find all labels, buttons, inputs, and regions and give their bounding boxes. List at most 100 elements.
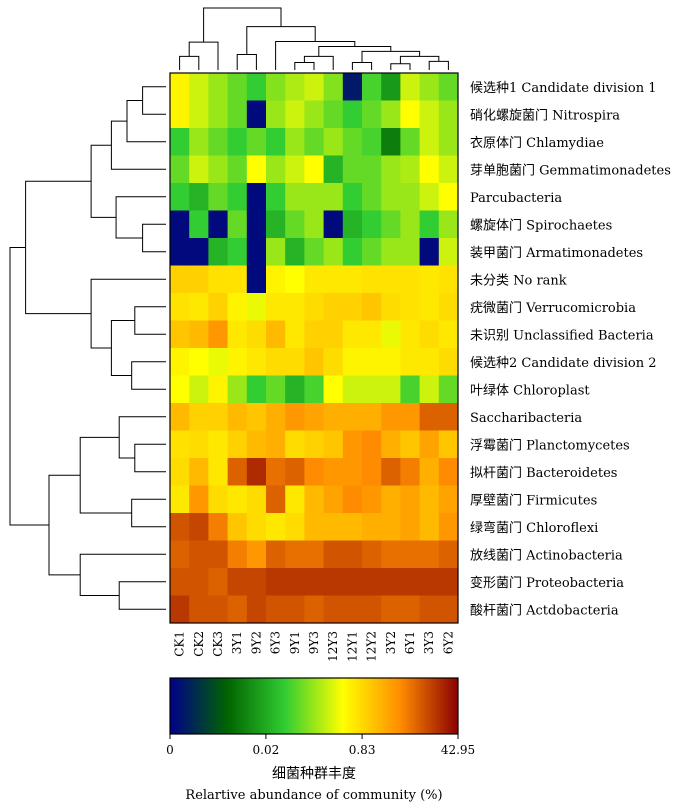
heatmap-cell: [323, 238, 344, 266]
heatmap-cell: [419, 238, 440, 266]
heatmap-cell: [266, 485, 286, 514]
heatmap-cell: [342, 100, 363, 129]
row-label: 变形菌门 Proteobacteria: [470, 575, 624, 591]
heatmap-cell: [304, 73, 324, 101]
dendrogram-branch: [115, 196, 166, 239]
heatmap-cell: [342, 128, 363, 156]
dendrogram-branch: [134, 443, 166, 473]
column-label: 12Y2: [365, 631, 379, 662]
column-label: 6Y3: [269, 631, 283, 654]
heatmap-cell: [266, 513, 286, 541]
heatmap-cell: [438, 155, 459, 184]
heatmap-cell: [362, 375, 382, 404]
heatmap-cell: [227, 238, 248, 266]
dendrogram-branch: [118, 581, 166, 610]
dendrogram-branch: [236, 54, 257, 70]
heatmap-cell: [266, 100, 286, 129]
dendrogram-branch: [399, 55, 440, 64]
colorbar-title-en: Relartive abundance of community (%): [185, 788, 442, 803]
heatmap-cell: [189, 100, 209, 129]
heatmap-cell: [285, 403, 305, 431]
dendrogram-branch: [246, 26, 316, 55]
dendrogram-branch: [131, 361, 166, 390]
colorbar-gradient: [169, 677, 459, 735]
heatmap-cell: [438, 100, 459, 129]
heatmap-cell: [381, 100, 401, 129]
dendrogram-branch: [142, 86, 166, 115]
heatmap-cell: [170, 430, 190, 459]
heatmap-cell: [381, 348, 401, 376]
heatmap-cell: [419, 73, 440, 101]
heatmap-cell: [323, 458, 344, 486]
heatmap-cell: [304, 375, 324, 404]
heatmap-cell: [304, 485, 324, 514]
row-label: 螺旋体门 Spirochaetes: [470, 218, 612, 233]
heatmap-cell: [419, 430, 440, 459]
dendrogram-branch: [303, 55, 334, 70]
heatmap-cell: [400, 485, 420, 514]
row-label: 硝化螺旋菌门 Nitrospira: [470, 108, 620, 123]
heatmap-cell: [323, 430, 344, 459]
heatmap-cell: [227, 485, 248, 514]
heatmap-cell: [189, 568, 209, 596]
dendrogram-branch: [131, 498, 166, 528]
heatmap-cell: [266, 375, 286, 404]
heatmap-cell: [246, 458, 267, 486]
heatmap-cell: [189, 155, 209, 184]
heatmap-cell: [189, 183, 209, 211]
heatmap-cell: [208, 183, 228, 211]
heatmap-cell: [170, 183, 190, 211]
heatmap-cell: [323, 485, 344, 514]
heatmap-cell: [266, 183, 286, 211]
heatmap-cell: [362, 430, 382, 459]
heatmap-cell: [362, 568, 382, 596]
heatmap-cell: [438, 348, 459, 376]
heatmap-cell: [342, 348, 363, 376]
heatmap-cell: [285, 265, 305, 294]
row-label: 叶绿体 Chloroplast: [470, 383, 590, 398]
heatmap-cell: [400, 238, 420, 266]
heatmap-cell: [323, 183, 344, 211]
heatmap-cell: [304, 210, 324, 239]
heatmap-cell: [208, 403, 228, 431]
heatmap-cell: [362, 348, 382, 376]
heatmap-cell: [246, 183, 267, 211]
heatmap-cell: [400, 210, 420, 239]
dendrogram-branch: [90, 144, 117, 218]
heatmap-cell: [285, 210, 305, 239]
heatmap-cell: [208, 155, 228, 184]
heatmap-cell: [304, 265, 324, 294]
heatmap-cell: [362, 293, 382, 321]
heatmap-cell: [381, 485, 401, 514]
heatmap-cell: [419, 183, 440, 211]
heatmap-cell: [285, 540, 305, 569]
heatmap-cell: [266, 320, 286, 349]
heatmap-cell: [419, 513, 440, 541]
heatmap-cell: [246, 568, 267, 596]
heatmap-cell: [170, 540, 190, 569]
dendrogram-branch: [25, 180, 92, 315]
heatmap-cell: [419, 155, 440, 184]
heatmap-cell: [208, 320, 228, 349]
heatmap-cell: [189, 513, 209, 541]
heatmap-cell: [419, 375, 440, 404]
heatmap-cell: [304, 430, 324, 459]
heatmap-cell: [170, 458, 190, 486]
heatmap-cell: [266, 568, 286, 596]
heatmap-cell: [227, 568, 248, 596]
heatmap-cell: [285, 100, 305, 129]
heatmap-cell: [438, 458, 459, 486]
heatmap-cell: [285, 513, 305, 541]
heatmap-cell: [304, 513, 324, 541]
heatmap-cell: [400, 155, 420, 184]
heatmap-cell: [189, 540, 209, 569]
heatmap-cell: [323, 320, 344, 349]
heatmap-cell: [227, 183, 248, 211]
dendrogram-branch: [351, 62, 373, 70]
heatmap-cell: [381, 183, 401, 211]
heatmap-cell: [362, 265, 382, 294]
heatmap-cell: [381, 430, 401, 459]
heatmap-cell: [285, 320, 305, 349]
heatmap-cell: [400, 293, 420, 321]
heatmap-cell: [246, 595, 267, 624]
